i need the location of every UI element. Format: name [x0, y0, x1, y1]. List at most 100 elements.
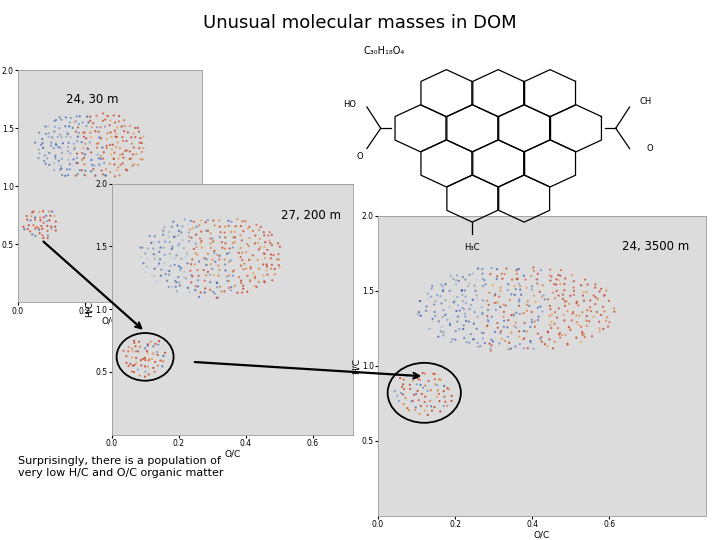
Point	[456, 286, 467, 295]
Point	[506, 275, 518, 284]
Point	[495, 284, 506, 292]
Point	[598, 292, 610, 300]
Point	[508, 311, 520, 320]
Point	[562, 339, 573, 348]
Point	[130, 354, 142, 362]
Y-axis label: H/C: H/C	[85, 301, 94, 317]
Point	[143, 355, 155, 363]
Point	[426, 402, 437, 410]
Point	[199, 284, 211, 293]
Point	[204, 278, 216, 286]
Point	[72, 123, 84, 132]
Point	[222, 276, 233, 285]
Point	[127, 129, 139, 138]
Point	[513, 297, 525, 306]
Point	[531, 275, 542, 284]
Point	[133, 338, 145, 346]
Point	[42, 154, 53, 163]
Point	[464, 305, 475, 313]
Point	[444, 302, 455, 311]
Point	[235, 261, 247, 270]
Point	[421, 402, 433, 410]
Point	[42, 122, 54, 131]
Point	[559, 316, 570, 325]
Point	[425, 386, 436, 395]
Point	[78, 132, 90, 141]
Point	[549, 308, 561, 316]
Point	[590, 300, 601, 308]
Point	[89, 172, 101, 180]
Point	[255, 244, 266, 252]
Point	[40, 212, 52, 220]
Point	[571, 299, 582, 308]
Point	[559, 301, 571, 310]
Point	[558, 310, 570, 319]
Point	[238, 285, 249, 293]
X-axis label: O/C: O/C	[102, 317, 118, 326]
Point	[138, 259, 149, 267]
Point	[210, 289, 221, 298]
Point	[174, 278, 185, 287]
Point	[475, 303, 487, 312]
Point	[414, 311, 426, 320]
Point	[89, 127, 101, 136]
Point	[56, 148, 68, 157]
Point	[578, 287, 590, 296]
Point	[107, 140, 119, 149]
Point	[207, 234, 218, 243]
Point	[419, 397, 431, 406]
Point	[140, 356, 151, 364]
Point	[211, 278, 222, 287]
Point	[577, 330, 588, 339]
Point	[448, 292, 459, 301]
Point	[481, 322, 492, 330]
Point	[433, 317, 444, 326]
Point	[438, 402, 449, 410]
Point	[91, 123, 103, 132]
Point	[88, 165, 99, 173]
Text: 24, 30 m: 24, 30 m	[66, 93, 119, 106]
Point	[167, 242, 179, 251]
Point	[459, 275, 471, 284]
Point	[195, 239, 207, 247]
Point	[97, 117, 109, 125]
Point	[53, 124, 65, 133]
Point	[535, 266, 546, 274]
Point	[116, 122, 127, 131]
Point	[590, 280, 601, 289]
Point	[184, 288, 195, 296]
Point	[588, 291, 600, 300]
Point	[166, 283, 178, 292]
Point	[225, 256, 236, 265]
Point	[549, 320, 560, 328]
Point	[183, 232, 194, 241]
Point	[594, 287, 606, 296]
Point	[567, 309, 578, 318]
Point	[150, 340, 161, 348]
Point	[136, 147, 148, 156]
Point	[472, 339, 483, 347]
Point	[154, 255, 166, 264]
Point	[28, 221, 40, 230]
Point	[557, 295, 569, 303]
Point	[577, 308, 588, 316]
Point	[224, 244, 235, 253]
Point	[200, 271, 212, 280]
Point	[54, 113, 66, 122]
Point	[446, 396, 457, 405]
Point	[70, 171, 81, 180]
Point	[492, 272, 503, 281]
Point	[464, 279, 475, 287]
Point	[593, 318, 605, 326]
Point	[126, 353, 138, 362]
Point	[38, 218, 50, 227]
Point	[105, 128, 117, 137]
Point	[228, 233, 240, 242]
Point	[461, 330, 472, 339]
Point	[44, 148, 55, 157]
Point	[559, 286, 570, 294]
Point	[430, 312, 441, 320]
Point	[146, 355, 158, 363]
Point	[514, 310, 526, 319]
Point	[140, 344, 151, 353]
